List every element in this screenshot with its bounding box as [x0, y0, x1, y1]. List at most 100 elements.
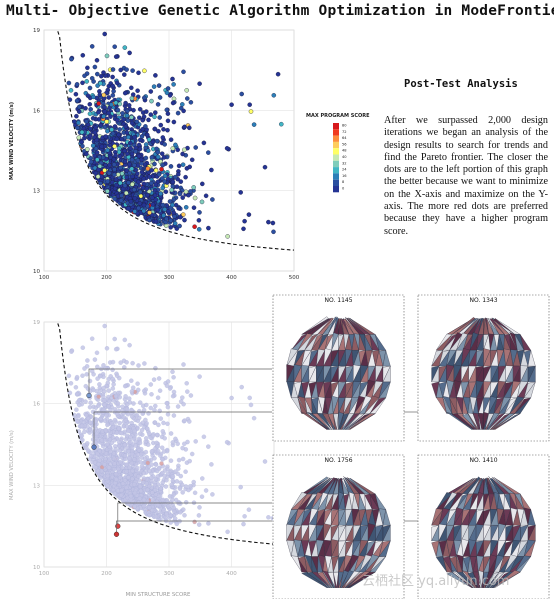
scatter-point [123, 124, 128, 129]
scatter-point [156, 376, 162, 381]
scatter-point [122, 337, 128, 343]
scatter-point [85, 65, 90, 71]
scatter-point [92, 357, 98, 362]
scatter-point [113, 177, 119, 182]
scatter-point [76, 402, 82, 408]
scatter-point [128, 140, 133, 146]
scatter-point [93, 170, 99, 176]
scatter-point [141, 470, 147, 476]
scatter-point [66, 373, 72, 379]
scatter-point [90, 116, 96, 121]
scatter-point [182, 147, 187, 153]
scatter-point [183, 174, 188, 180]
thumbnail-label: NO. 1756 [324, 457, 352, 464]
scatter-point [110, 93, 116, 98]
scatter-point [130, 174, 135, 179]
scatter-point [191, 479, 196, 485]
leader-line [117, 502, 272, 527]
scatter-point [144, 402, 149, 408]
scatter-point [149, 475, 154, 480]
scatter-point [111, 89, 116, 94]
scatter-point [128, 440, 133, 445]
scatter-point [158, 416, 164, 421]
y-ticks-bottom: 10 13 16 19 [33, 320, 40, 571]
scatter-point [102, 402, 108, 408]
scatter-point [106, 404, 111, 409]
scatter-point [84, 412, 89, 418]
scatter-point [136, 70, 141, 76]
scatter-point [143, 155, 149, 161]
scatter-point [148, 405, 154, 411]
scatter-point [224, 146, 230, 151]
scatter-point [153, 197, 159, 202]
scatter-point [141, 181, 147, 187]
scatter-point [170, 369, 175, 375]
scatter-point [266, 219, 271, 225]
scatter-point [87, 85, 93, 91]
scatter-point [105, 147, 110, 153]
scatter-point [149, 180, 154, 186]
scatter-point [155, 149, 161, 155]
scatter-point [171, 413, 177, 418]
scatter-point [271, 93, 277, 98]
scatter-point [146, 137, 152, 142]
scatter-point [150, 139, 156, 145]
scatter-point [165, 127, 170, 133]
scatter-point [149, 449, 155, 454]
colorbar-tick-label: 48 [342, 149, 347, 153]
highlight-point [113, 531, 120, 537]
scatter-point [165, 379, 171, 384]
scatter-point [99, 438, 105, 443]
scatter-point [124, 469, 129, 474]
analysis-paragraph: After we surpassed 2,000 design iteratio… [384, 115, 548, 237]
scatter-point [95, 71, 100, 77]
scatter-point [84, 445, 89, 451]
scatter-point [153, 462, 159, 467]
scatter-point [165, 412, 171, 417]
scatter-point [131, 187, 137, 192]
scatter-point [114, 477, 119, 482]
scatter-point [247, 395, 252, 401]
scatter-point [229, 102, 234, 107]
scatter-point [159, 445, 165, 450]
colorbar-tick-label: 40 [342, 155, 347, 159]
scatter-point [132, 490, 138, 496]
scatter-point [122, 365, 127, 370]
scatter-point [157, 408, 162, 414]
scatter-point [118, 459, 123, 465]
scatter-point [170, 100, 176, 106]
scatter-point [117, 448, 123, 453]
scatter-point [141, 202, 147, 208]
scatter-point [101, 363, 106, 368]
scatter-point [114, 182, 119, 188]
scatter-point [126, 103, 132, 108]
colorbar-cell [333, 167, 339, 174]
scatter-point [95, 364, 100, 370]
scatter-point [153, 110, 158, 115]
scatter-point [74, 407, 79, 412]
building-facet [382, 350, 391, 367]
chart-bottom: 100 200 300 400 10 13 16 19 MIN STRUCTURE SCOR… [9, 320, 418, 598]
scatter-point [164, 90, 170, 96]
scatter-point [95, 451, 100, 457]
scatter-point [91, 387, 96, 393]
scatter-point [104, 53, 110, 59]
scatter-point [193, 439, 198, 444]
scatter-point [168, 513, 174, 518]
scatter-point [102, 31, 107, 37]
scatter-point [246, 212, 252, 217]
scatter-point [148, 112, 154, 117]
scatter-point [93, 146, 99, 151]
scatter-point [192, 195, 198, 201]
scatter-point [166, 209, 171, 214]
scatter-point [279, 121, 284, 127]
colorbar-cell [333, 141, 339, 149]
scatter-point [101, 407, 106, 413]
scatter-point [139, 464, 145, 469]
scatter-point [89, 76, 95, 81]
scatter-point [129, 166, 135, 172]
scatter-point [109, 395, 114, 401]
scatter-point [173, 469, 178, 474]
scatter-point [165, 118, 171, 124]
scatter-point [105, 441, 110, 447]
